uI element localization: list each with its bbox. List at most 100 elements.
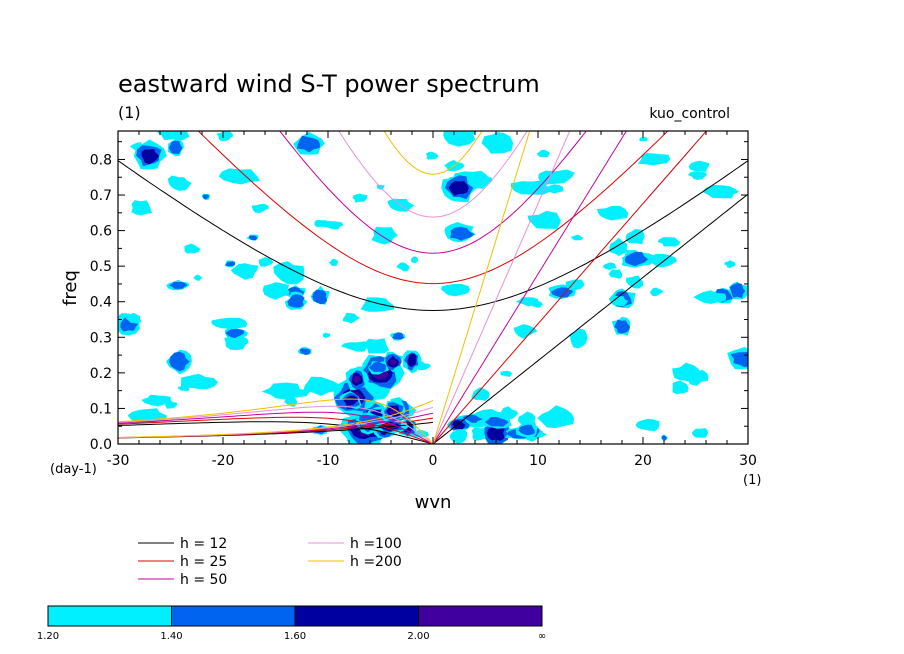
power-patch — [411, 256, 418, 264]
power-patch — [688, 171, 707, 180]
power-patch — [211, 317, 248, 329]
power-patch — [471, 387, 490, 401]
y-tick-label: 0.6 — [90, 224, 112, 240]
power-patch — [639, 137, 649, 142]
power-blob — [352, 375, 361, 384]
power-patch — [450, 226, 475, 241]
legend-label: h = 25 — [180, 554, 227, 570]
power-blob — [141, 149, 160, 165]
power-patch — [328, 258, 339, 267]
power-patch — [531, 301, 543, 308]
power-patch — [224, 335, 249, 351]
power-patch — [341, 341, 369, 352]
kelvin-curve — [432, 131, 708, 444]
x-tick-label: 0 — [429, 453, 438, 469]
power-patch — [657, 237, 681, 247]
y-tick-label: 0.4 — [90, 295, 112, 311]
power-patch — [230, 263, 259, 280]
gravity-curve — [279, 131, 587, 254]
y-tick-label: 0.2 — [90, 366, 112, 382]
color-bar-label: 1.20 — [37, 631, 59, 642]
rossby-curve — [118, 398, 434, 444]
power-blob — [485, 417, 509, 427]
power-blob — [448, 181, 469, 196]
color-bar-segment — [418, 605, 543, 627]
power-blob — [389, 407, 398, 416]
power-patch — [510, 180, 551, 195]
legend-label: h = 12 — [180, 536, 227, 552]
power-patch — [602, 262, 617, 271]
power-patch — [672, 380, 689, 395]
y-tick-label: 0.0 — [90, 437, 112, 453]
power-patch — [527, 210, 561, 229]
power-patch — [261, 382, 310, 400]
color-bar-label: ∞ — [538, 631, 546, 642]
y-tick-label: 0.1 — [90, 401, 112, 417]
power-contours — [118, 131, 748, 444]
x-tick-label: 30 — [739, 453, 757, 469]
power-patch — [688, 160, 710, 172]
power-patch — [180, 373, 218, 390]
power-patch — [216, 131, 233, 142]
power-patch — [169, 281, 188, 289]
power-blob — [343, 395, 359, 406]
power-patch — [569, 328, 588, 349]
power-patch — [314, 219, 330, 228]
power-blob — [368, 361, 389, 372]
power-patch — [258, 257, 274, 267]
power-patch — [637, 153, 671, 166]
kelvin-curve — [432, 193, 748, 444]
plot-area — [117, 130, 749, 445]
rossby-curve — [118, 416, 434, 444]
power-patch — [571, 234, 584, 241]
rossby-curve — [118, 421, 434, 444]
y-axis: 0.0 0.1 0.2 0.3 0.4 0.5 0.6 0.7 0.8 — [90, 141, 748, 453]
power-patch — [693, 290, 727, 304]
power-patch — [225, 328, 245, 339]
y-tick-label: 0.5 — [90, 259, 112, 275]
color-bar-label: 1.40 — [160, 631, 182, 642]
subtitle-right: kuo_control — [649, 106, 730, 122]
power-blob — [287, 294, 305, 308]
power-patch — [322, 332, 331, 338]
power-patch — [225, 261, 236, 267]
chart-title: eastward wind S-T power spectrum — [118, 70, 540, 98]
power-patch — [441, 283, 470, 297]
power-patch — [297, 135, 320, 153]
y-tick-label: 0.3 — [90, 330, 112, 346]
power-patch — [650, 287, 664, 296]
power-patch — [364, 338, 390, 354]
x-unit-label: (1) — [743, 473, 761, 488]
power-patch — [168, 140, 183, 154]
power-patch — [202, 194, 209, 200]
power-patch — [730, 351, 748, 368]
dispersion-curves — [118, 131, 748, 444]
power-patch — [352, 193, 368, 203]
kelvin-curve — [432, 131, 627, 444]
gravity-curve — [197, 131, 669, 285]
power-patch — [625, 275, 644, 289]
x-tick-label: -20 — [212, 453, 235, 469]
color-bar-segment — [47, 605, 172, 627]
power-patch — [131, 200, 152, 216]
rossby-curve — [118, 405, 434, 444]
power-patch — [425, 151, 439, 160]
power-patch — [248, 235, 258, 241]
power-patch — [724, 260, 736, 268]
color-bar: 1.20 1.40 1.60 2.00 ∞ — [37, 605, 546, 642]
power-patch — [371, 226, 398, 245]
color-bar-segment — [171, 605, 296, 627]
power-blob — [389, 359, 397, 366]
power-patch — [251, 203, 270, 214]
legend-label: h =100 — [350, 536, 402, 552]
x-tick-label: 10 — [529, 453, 547, 469]
gravity-curve — [338, 131, 528, 218]
y-unit-label: (day-1) — [50, 462, 97, 477]
power-patch — [396, 262, 410, 272]
power-patch — [608, 269, 623, 279]
power-patch — [500, 370, 513, 377]
x-tick-label: -10 — [317, 453, 340, 469]
power-patch — [443, 131, 477, 147]
legend-label: h =200 — [350, 554, 402, 570]
